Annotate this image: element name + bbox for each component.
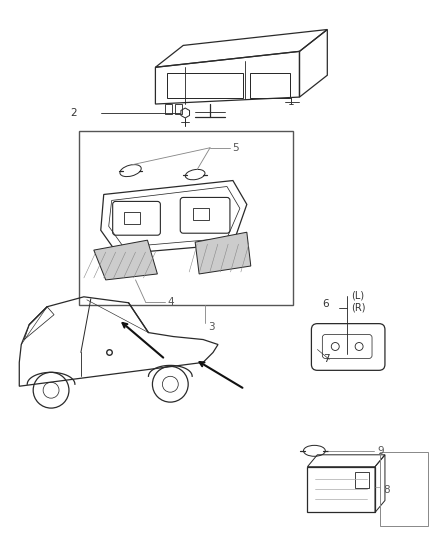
Text: 5: 5 [232,143,239,153]
Text: 3: 3 [208,321,215,332]
Bar [79,131,293,305]
Polygon shape [195,232,251,274]
Text: 4: 4 [167,297,174,307]
Bar [380,452,427,527]
Text: 1: 1 [288,97,294,107]
Bar [167,73,243,98]
Polygon shape [94,240,157,280]
Text: 2: 2 [70,108,77,118]
Text: 8: 8 [383,484,389,495]
Bar [165,104,172,114]
Text: 6: 6 [323,299,329,309]
Bar [355,472,369,488]
Text: 9: 9 [377,446,384,456]
Bar [175,104,182,114]
Bar [250,73,290,98]
Text: 7: 7 [323,354,329,365]
Text: (R): (R) [351,303,366,313]
Bar [307,467,375,512]
Bar [193,208,209,220]
Text: (L): (L) [351,291,364,301]
Bar [124,212,140,224]
